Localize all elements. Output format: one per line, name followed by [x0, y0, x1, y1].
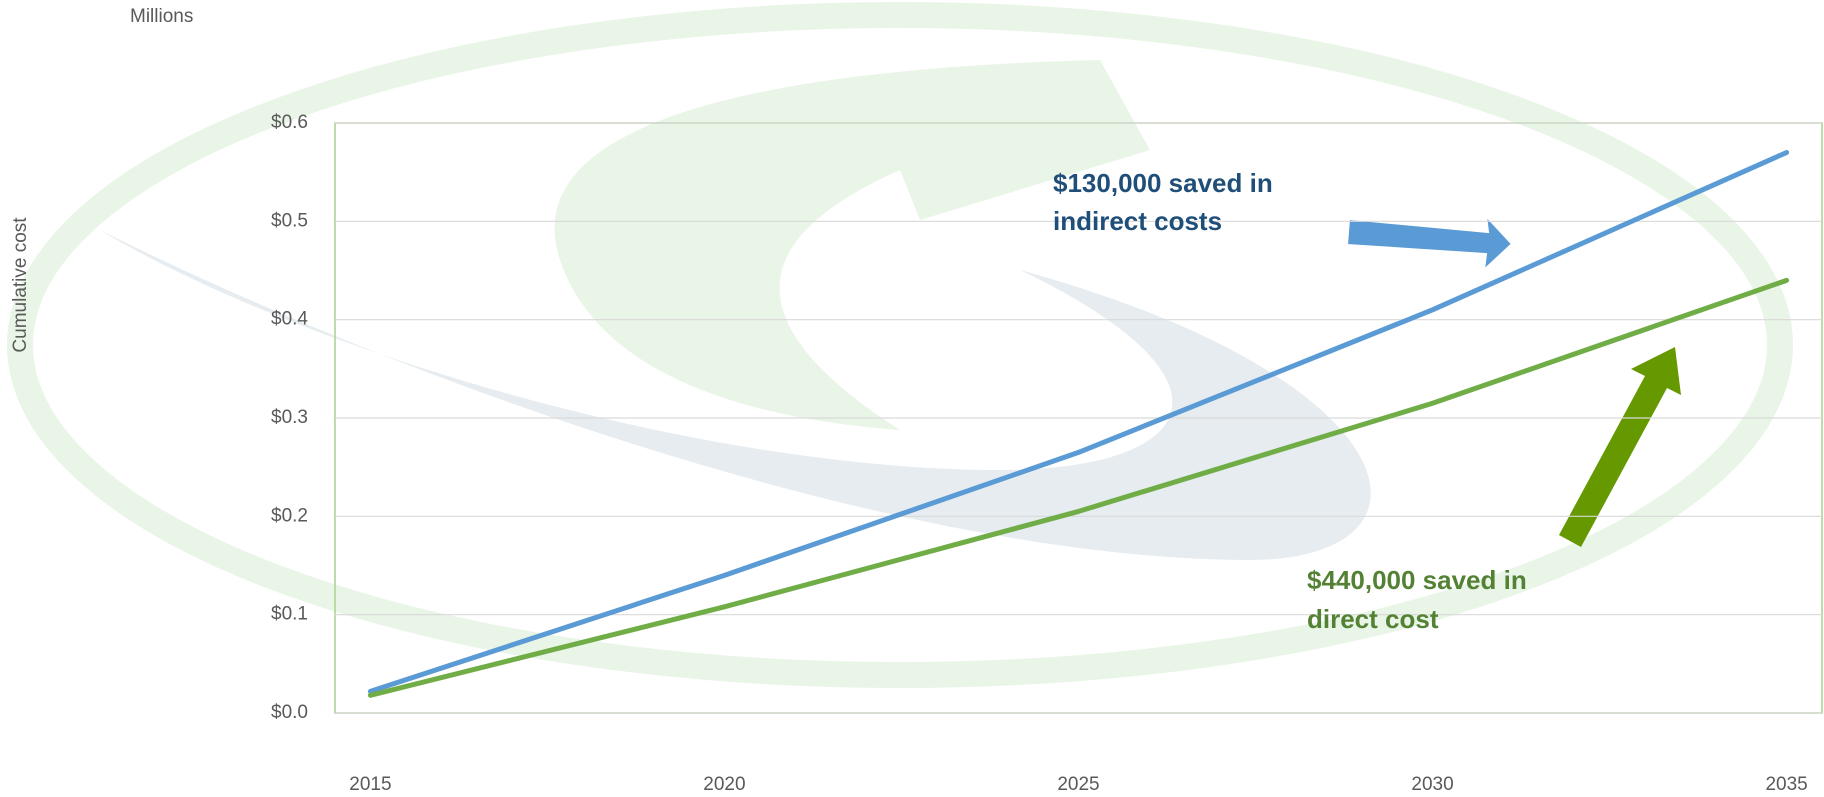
- series-line: [367, 150, 1790, 694]
- watermark-swoosh: [100, 230, 1371, 560]
- annotation: indirect costs: [1053, 206, 1222, 236]
- x-tick-label: 2020: [703, 774, 745, 795]
- y-tick-label: $0.6: [271, 112, 308, 133]
- y-axis-label: Cumulative cost: [10, 217, 31, 353]
- x-tick-label: 2030: [1411, 774, 1453, 795]
- y-tick-label: $0.5: [271, 210, 308, 231]
- y-tick-label: $0.4: [271, 309, 308, 330]
- y-tick-label: $0.1: [271, 604, 308, 625]
- annotation-arrow: [1559, 347, 1681, 547]
- series-line: [367, 277, 1790, 698]
- annotation: $130,000 saved in: [1053, 168, 1273, 198]
- annotation: direct cost: [1307, 604, 1439, 634]
- unit-label: Millions: [130, 6, 193, 27]
- x-tick-label: 2015: [349, 774, 391, 795]
- watermark: [7, 2, 1793, 688]
- y-tick-label: $0.3: [271, 407, 308, 428]
- x-tick-label: 2025: [1057, 774, 1099, 795]
- watermark-ring: [7, 2, 1793, 688]
- watermark-arrow: [554, 60, 1150, 430]
- annotation-arrow: [1345, 213, 1514, 273]
- x-tick-label: 2035: [1765, 774, 1807, 795]
- y-tick-label: $0.0: [271, 702, 308, 723]
- y-tick-label: $0.2: [271, 505, 308, 526]
- annotation: $440,000 saved in: [1307, 565, 1527, 595]
